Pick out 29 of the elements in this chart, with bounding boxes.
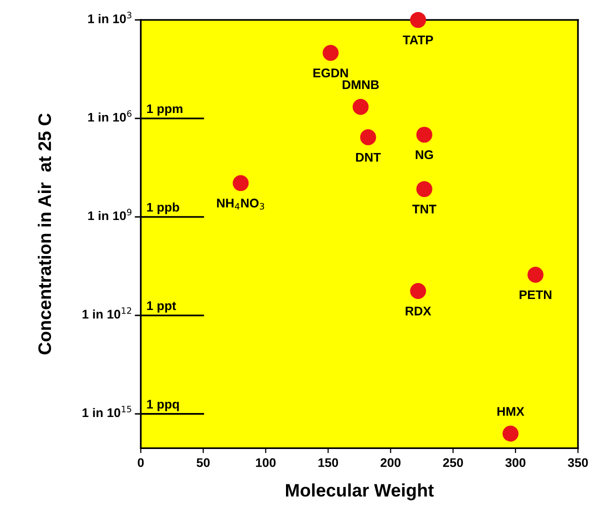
x-tick-label: 200: [380, 458, 401, 468]
x-tick-label: 100: [256, 458, 276, 468]
x-tick-label: 300: [505, 458, 526, 468]
annotation: DNT: [356, 152, 381, 162]
annotation: HMX: [497, 407, 524, 416]
ref-line-label: 1 ppb: [147, 202, 180, 214]
ref-line-label: 1 ppt: [147, 301, 176, 313]
annotation: NH$_{4}$NO$_{3}$: [217, 198, 264, 210]
annotation: TATP: [402, 36, 434, 44]
ref-line-label: 1 in 10$^{6}$: [88, 110, 132, 122]
ref-line-label: 1 ppq: [147, 400, 179, 412]
annotation: DMNB: [342, 80, 379, 89]
annotation: EGDN: [313, 68, 348, 78]
ref-line-label: 1 in 10$^{3}$: [88, 12, 132, 24]
annotation: RDX: [406, 306, 432, 316]
x-axis-title: Molecular Weight: [286, 483, 434, 500]
annotation: PETN: [520, 290, 552, 300]
ref-line-label: 1 ppm: [147, 104, 182, 116]
ref-line-label: 1 in 10$^{12}$: [82, 307, 132, 319]
x-tick-label: 350: [568, 458, 588, 468]
ref-line-label: 1 in 10$^{15}$: [82, 406, 132, 418]
x-tick-label: 0: [138, 458, 144, 468]
x-tick-label: 250: [443, 458, 463, 468]
annotation: NG: [416, 150, 433, 160]
x-tick-label: 150: [318, 458, 338, 468]
y-axis-title: Concentration in Air at 25 C: [38, 113, 52, 354]
ref-line-label: 1 in 10$^{9}$: [88, 208, 132, 220]
annotation: TNT: [412, 204, 436, 214]
x-tick-label: 50: [196, 458, 210, 468]
